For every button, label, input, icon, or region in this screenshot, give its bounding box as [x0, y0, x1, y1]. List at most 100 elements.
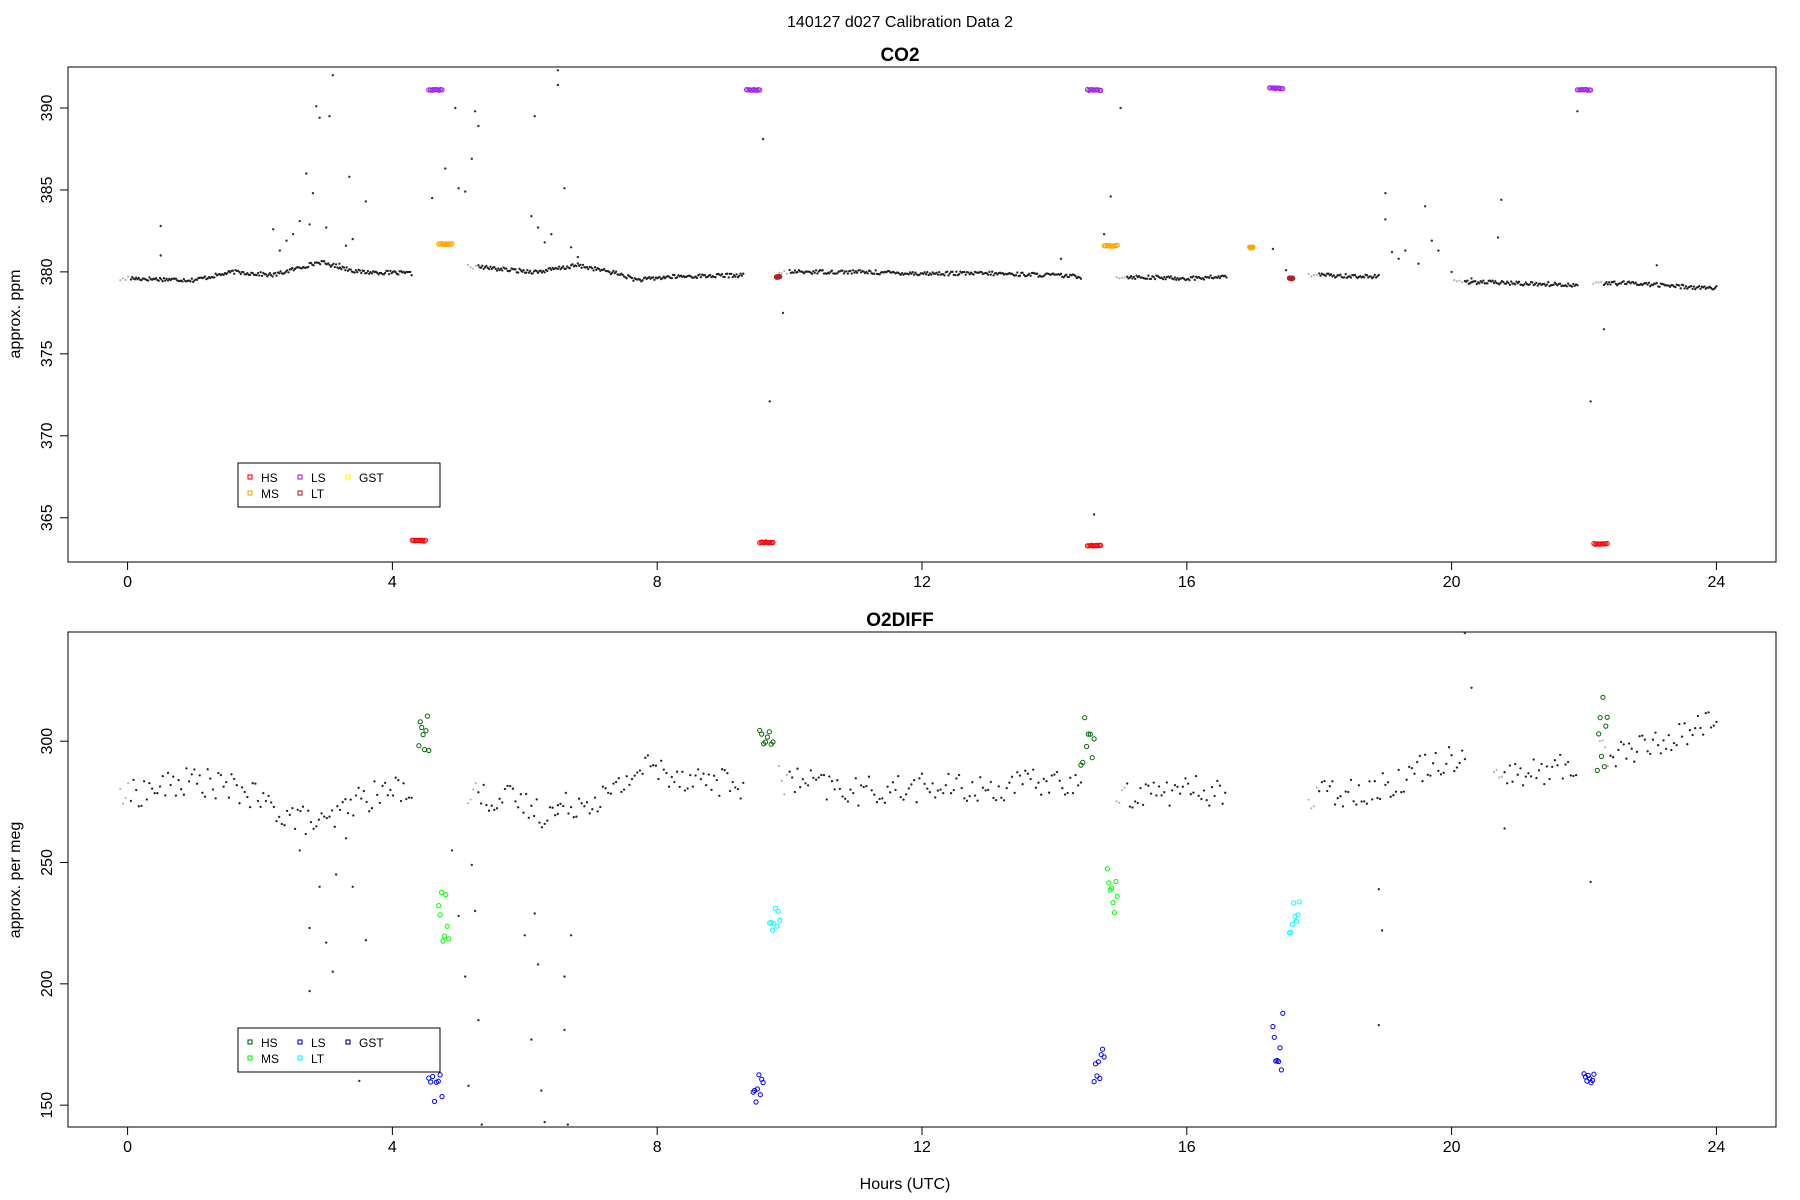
co2-baseline-point [524, 271, 528, 274]
co2-scatter-point [338, 262, 341, 265]
co2-baseline-point [1715, 285, 1718, 288]
o2diff-baseline-point [691, 785, 695, 788]
o2diff-transition-point [474, 782, 477, 785]
co2-baseline-point [338, 266, 342, 269]
co2-baseline-point [334, 263, 338, 266]
o2diff-baseline-point [1709, 726, 1713, 729]
co2-baseline-point [1176, 276, 1179, 280]
co2-baseline-point [1604, 282, 1607, 285]
o2diff-baseline-point [902, 798, 905, 801]
o2diff-baseline-point [712, 774, 716, 777]
co2-baseline-point [1535, 281, 1538, 285]
co2-baseline-point [1466, 279, 1469, 282]
o2diff-baseline-point [1675, 743, 1678, 747]
o2diff-calibration-point-hs [1085, 731, 1092, 737]
o2diff-baseline-point [1529, 775, 1533, 778]
co2-transition-point [124, 278, 127, 282]
o2diff-calibration-point-hs [766, 729, 772, 735]
o2diff-baseline-point [1352, 800, 1355, 803]
o2diff-calibration-point-lt [1293, 918, 1300, 924]
o2diff-scatter-point [540, 1089, 543, 1092]
o2diff-transition-point [1598, 740, 1601, 743]
o2diff-baseline-point [854, 777, 857, 780]
co2-y-tick-label: 375 [39, 340, 56, 367]
co2-scatter-point [563, 187, 566, 190]
o2diff-baseline-point [349, 798, 352, 801]
o2diff-baseline-point [844, 797, 847, 800]
o2diff-y-axis-label: approx. per meg [7, 822, 24, 939]
o2diff-baseline-point [575, 815, 578, 818]
co2-baseline-point [536, 271, 540, 275]
o2diff-scatter-point [1470, 686, 1473, 689]
co2-baseline-point [575, 264, 578, 268]
o2diff-scatter-point [473, 909, 477, 913]
o2diff-baseline-point [304, 832, 307, 836]
co2-baseline-point [1565, 285, 1568, 288]
o2diff-scatter-point [470, 863, 473, 867]
co2-baseline-point [1332, 274, 1335, 277]
o2diff-scatter-point [1589, 880, 1592, 884]
co2-baseline-point [731, 275, 734, 279]
o2diff-calibration-point-hs [1596, 731, 1602, 737]
co2-baseline-point [1566, 282, 1570, 285]
o2diff-baseline-point [1540, 762, 1543, 766]
o2diff-baseline-point [479, 802, 483, 805]
co2-baseline-point [792, 271, 795, 274]
co2-baseline-point [330, 264, 334, 267]
o2diff-baseline-point [357, 786, 360, 789]
o2diff-baseline-point [1450, 754, 1453, 757]
co2-baseline-point [328, 263, 331, 267]
co2-baseline-point [333, 265, 336, 269]
co2-scatter-point [315, 105, 318, 108]
co2-baseline-point [810, 272, 814, 275]
co2-baseline-point [611, 271, 614, 274]
co2-baseline-point [1683, 287, 1686, 290]
o2diff-baseline-point [1561, 777, 1564, 780]
co2-baseline-point [788, 268, 791, 272]
o2diff-calibration-point-hs [1597, 715, 1603, 721]
co2-baseline-point [911, 270, 914, 274]
co2-scatter-point [533, 115, 536, 118]
o2diff-baseline-point [132, 778, 135, 782]
o2diff-scatter-point [563, 975, 566, 978]
o2diff-transition-point [1606, 765, 1609, 768]
o2diff-baseline-point [288, 813, 291, 817]
co2-scatter-point [1602, 328, 1606, 331]
co2-baseline-point [738, 274, 741, 277]
o2diff-baseline-point [739, 797, 742, 800]
o2diff-baseline-point [368, 810, 371, 813]
co2-scatter-point [1500, 198, 1503, 201]
o2diff-baseline-point [1381, 772, 1384, 775]
o2diff-baseline-point [820, 773, 823, 777]
co2-baseline-point [370, 272, 374, 275]
co2-transition-point [1594, 281, 1597, 284]
o2diff-baseline-point [399, 799, 403, 803]
co2-transition-point [1453, 279, 1456, 282]
o2diff-baseline-point [1410, 766, 1414, 770]
co2-baseline-point [740, 274, 744, 277]
o2diff-baseline-point [734, 786, 737, 789]
co2-baseline-point [1021, 271, 1024, 274]
o2diff-baseline-point [1128, 805, 1132, 808]
co2-baseline-point [1684, 285, 1688, 288]
o2diff-calibration-point-ls [1278, 1067, 1285, 1073]
o2diff-baseline-point [889, 791, 892, 794]
o2diff-calibration-point-ls [435, 1078, 441, 1084]
o2diff-baseline-point [1205, 798, 1208, 802]
co2-baseline-point [1649, 285, 1652, 288]
o2diff-baseline-point [477, 791, 480, 794]
co2-baseline-point [816, 272, 819, 275]
co2-baseline-point [1504, 282, 1508, 285]
co2-scatter-point [1430, 239, 1434, 242]
o2diff-calibration-point-lt [1288, 929, 1294, 935]
o2diff-baseline-point [278, 815, 281, 819]
o2diff-calibration-point-ls [1591, 1071, 1597, 1077]
co2-scatter-point [1384, 192, 1387, 195]
o2diff-baseline-point [1649, 752, 1652, 756]
o2diff-baseline-point [330, 809, 334, 812]
co2-baseline-point [571, 263, 574, 266]
o2diff-baseline-point [963, 797, 966, 800]
co2-baseline-point [1694, 288, 1697, 291]
co2-baseline-point [1163, 275, 1166, 279]
co2-baseline-point [239, 272, 242, 276]
